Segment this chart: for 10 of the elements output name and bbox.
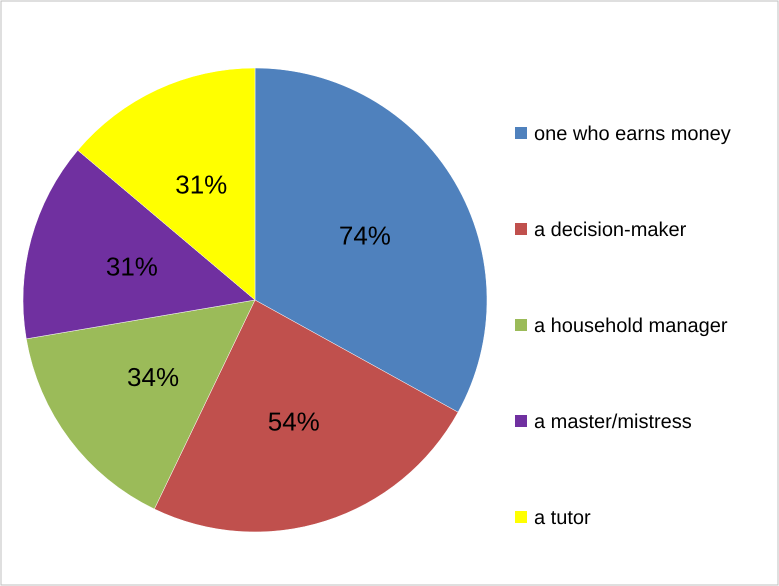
legend-label: a decision-maker bbox=[534, 219, 687, 241]
data-label: 54% bbox=[268, 406, 320, 437]
legend-label: a master/mistress bbox=[534, 411, 692, 433]
data-label: 74% bbox=[338, 220, 391, 250]
data-label: 31% bbox=[106, 252, 158, 282]
legend-label: one who earns money bbox=[534, 123, 731, 145]
data-label: 34% bbox=[127, 362, 180, 392]
data-label: 31% bbox=[175, 169, 228, 200]
legend-label: a tutor bbox=[534, 507, 592, 529]
legend-label: a household manager bbox=[534, 315, 728, 337]
